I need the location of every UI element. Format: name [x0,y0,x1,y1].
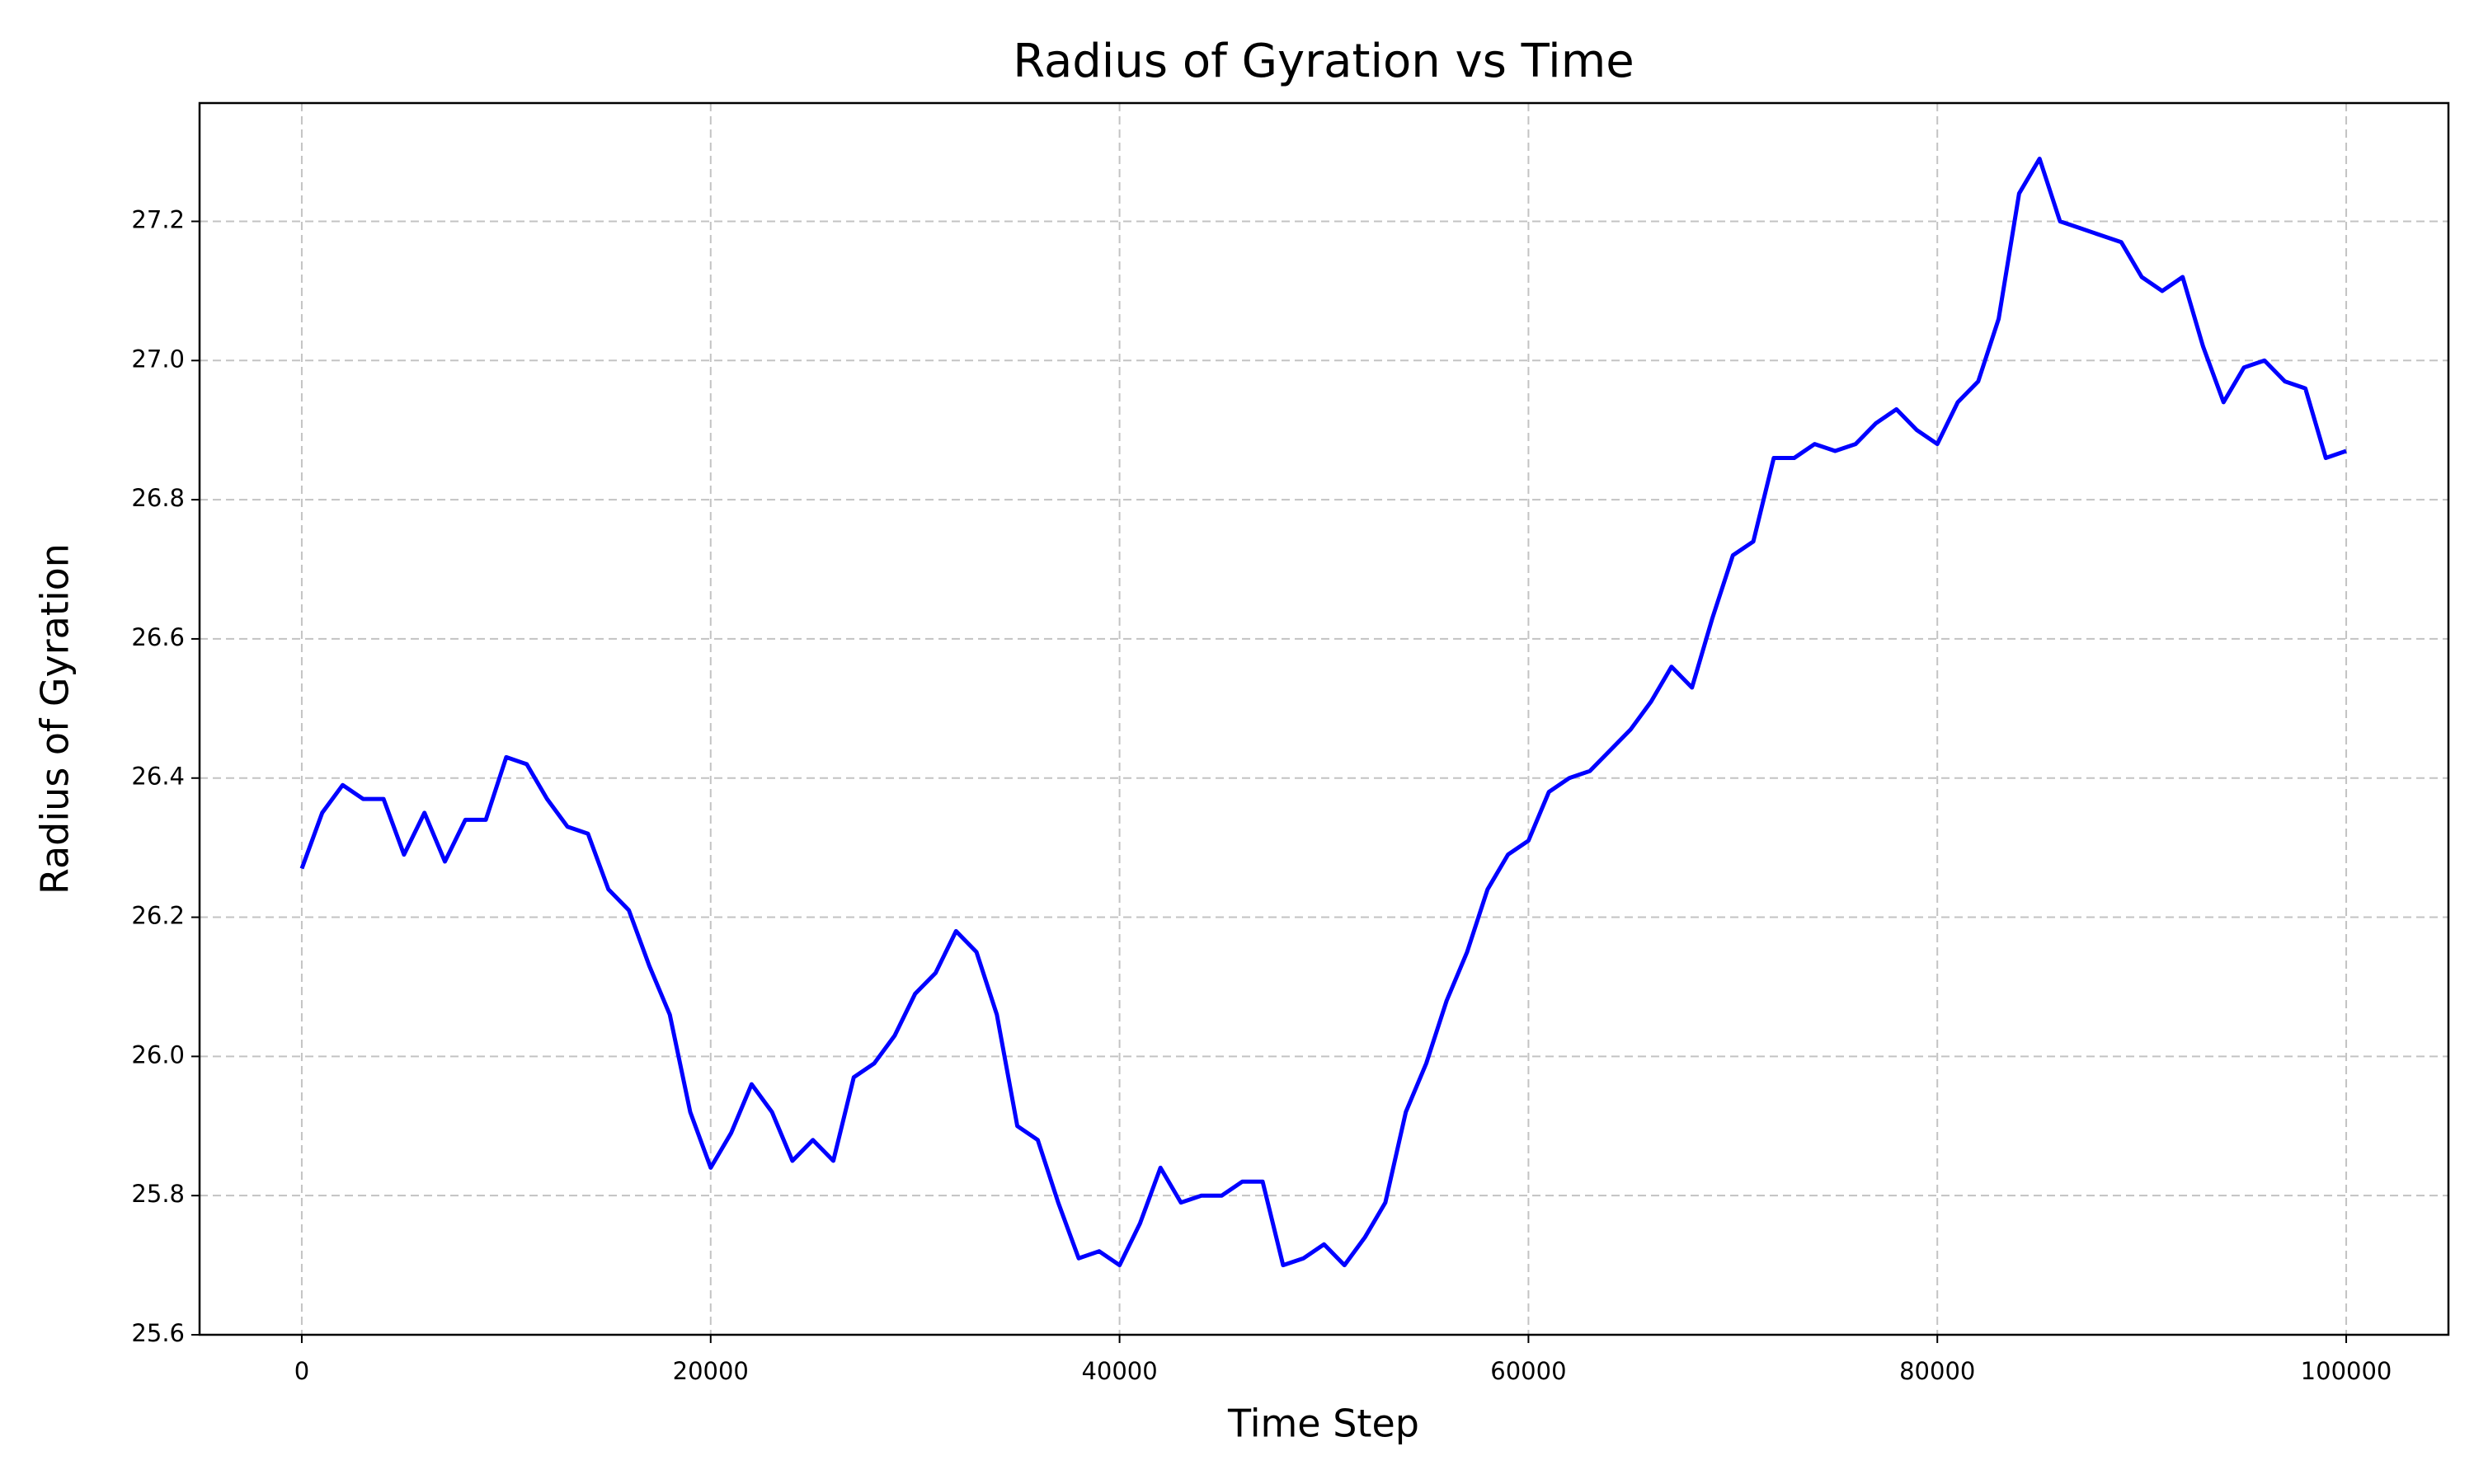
y-tick-label: 26.8 [131,484,185,512]
y-tick-label: 26.6 [131,623,185,651]
x-tick-label: 80000 [1899,1357,1975,1385]
data-line [299,157,2347,1268]
y-tick-label: 26.4 [131,763,185,791]
x-tick-label: 40000 [1081,1357,1157,1385]
y-tick-label: 25.8 [131,1180,185,1208]
plot-frame [198,101,2450,1336]
y-tick-label: 27.2 [131,205,185,233]
y-tick-label: 26.2 [131,902,185,930]
y-tick-label: 26.0 [131,1040,185,1068]
y-tick-label: 25.6 [131,1319,185,1347]
y-tick-label: 27.0 [131,345,185,373]
x-tick-label: 60000 [1490,1357,1566,1385]
x-axis-label: Time Step [1227,1402,1419,1446]
x-tick-label: 0 [294,1357,309,1385]
x-tick-label: 100000 [2301,1357,2392,1385]
chart-title: Radius of Gyration vs Time [1013,35,1634,88]
x-tick-label: 20000 [673,1357,749,1385]
y-axis-label: Radius of Gyration [33,543,78,895]
